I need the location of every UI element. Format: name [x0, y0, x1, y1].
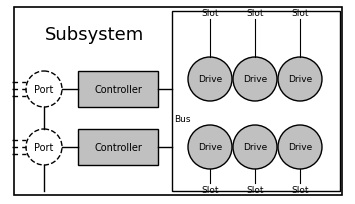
Text: Slot: Slot [246, 185, 264, 194]
Text: Subsystem: Subsystem [44, 26, 144, 44]
Text: Slot: Slot [291, 185, 309, 194]
Text: Controller: Controller [94, 142, 142, 152]
Text: Slot: Slot [291, 9, 309, 18]
Text: Controller: Controller [94, 85, 142, 94]
Ellipse shape [278, 125, 322, 169]
Text: Drive: Drive [243, 75, 267, 84]
Ellipse shape [278, 58, 322, 102]
Ellipse shape [233, 125, 277, 169]
Text: Drive: Drive [198, 143, 222, 152]
Text: Slot: Slot [246, 9, 264, 18]
Text: Port: Port [34, 85, 54, 94]
Text: Slot: Slot [201, 9, 219, 18]
Text: Drive: Drive [288, 75, 312, 84]
Ellipse shape [26, 129, 62, 165]
Ellipse shape [188, 125, 232, 169]
Bar [78, 129, 158, 165]
Text: Port: Port [34, 142, 54, 152]
Text: Drive: Drive [288, 143, 312, 152]
Ellipse shape [233, 58, 277, 102]
Bar [78, 72, 158, 108]
Text: Slot: Slot [201, 185, 219, 194]
Text: Drive: Drive [243, 143, 267, 152]
Text: Drive: Drive [198, 75, 222, 84]
Bar [172, 12, 340, 191]
Text: Bus: Bus [174, 115, 191, 124]
Ellipse shape [188, 58, 232, 102]
Ellipse shape [26, 72, 62, 108]
